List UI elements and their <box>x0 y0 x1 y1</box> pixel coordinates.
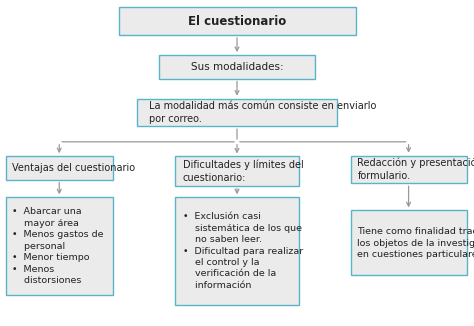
Text: Ventajas del cuestionario: Ventajas del cuestionario <box>12 163 136 173</box>
Text: •  Exclusión casi
    sistemática de los que
    no saben leer.
•  Dificultad pa: • Exclusión casi sistemática de los que … <box>183 212 303 290</box>
FancyBboxPatch shape <box>350 210 466 275</box>
Text: El cuestionario: El cuestionario <box>188 15 286 28</box>
FancyBboxPatch shape <box>175 197 299 305</box>
FancyBboxPatch shape <box>137 98 337 126</box>
Text: La modalidad más común consiste en enviarlo
por correo.: La modalidad más común consiste en envia… <box>149 101 377 124</box>
FancyBboxPatch shape <box>118 7 356 35</box>
Text: •  Abarcar una
    mayor área
•  Menos gastos de
    personal
•  Menor tiempo
• : • Abarcar una mayor área • Menos gastos … <box>12 207 104 285</box>
Text: Sus modalidades:: Sus modalidades: <box>191 62 283 72</box>
Text: Redacción y presentación de
formulario.: Redacción y presentación de formulario. <box>357 158 474 181</box>
FancyBboxPatch shape <box>159 55 315 79</box>
FancyBboxPatch shape <box>175 156 299 186</box>
FancyBboxPatch shape <box>6 156 112 180</box>
FancyBboxPatch shape <box>6 197 112 295</box>
FancyBboxPatch shape <box>350 156 466 183</box>
Text: Tiene como finalidad traducir
los objetos de la investigación
en cuestiones part: Tiene como finalidad traducir los objeto… <box>357 227 474 259</box>
Text: Dificultades y límites del
cuestionario:: Dificultades y límites del cuestionario: <box>183 159 303 183</box>
